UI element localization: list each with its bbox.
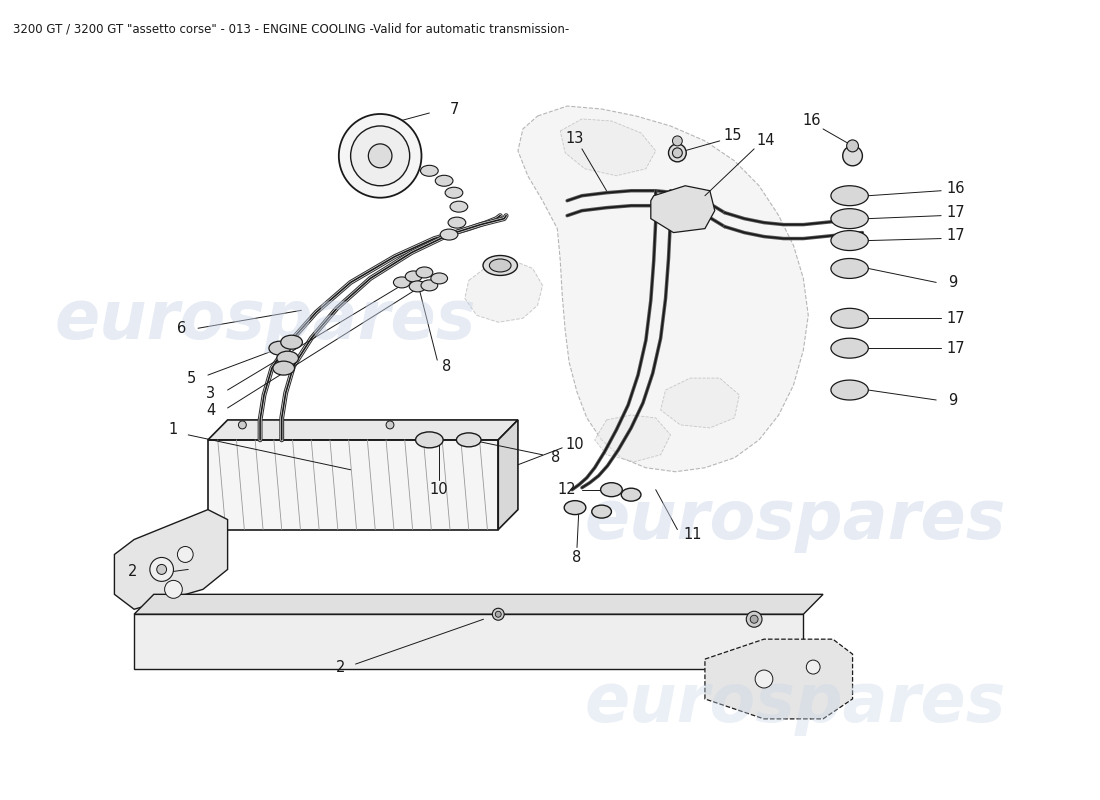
Circle shape [156,565,166,574]
Polygon shape [560,119,656,176]
Circle shape [339,114,421,198]
Text: 2: 2 [337,659,345,674]
Ellipse shape [483,255,517,275]
Circle shape [493,608,504,620]
Ellipse shape [273,361,295,375]
Text: 17: 17 [947,310,965,326]
Text: 12: 12 [558,482,576,497]
Ellipse shape [440,229,458,240]
Polygon shape [208,440,498,530]
Circle shape [368,144,392,168]
Circle shape [746,611,762,627]
Text: 15: 15 [723,129,741,143]
Polygon shape [651,186,715,233]
Ellipse shape [592,505,612,518]
Ellipse shape [490,259,512,272]
Polygon shape [134,614,803,669]
Ellipse shape [409,281,426,292]
Ellipse shape [431,273,448,284]
Ellipse shape [621,488,641,501]
Text: 3: 3 [207,386,216,401]
Circle shape [669,144,686,162]
Ellipse shape [420,166,438,176]
Ellipse shape [277,351,298,365]
Text: 8: 8 [551,450,560,466]
Text: 6: 6 [177,321,186,336]
Text: 10: 10 [430,482,449,497]
Ellipse shape [450,201,468,212]
Text: eurospares: eurospares [585,486,1006,553]
Ellipse shape [830,380,868,400]
Circle shape [750,615,758,623]
Ellipse shape [416,432,443,448]
Text: 10: 10 [565,438,584,452]
Circle shape [672,136,682,146]
Circle shape [672,148,682,158]
Text: 17: 17 [947,228,965,243]
Circle shape [239,421,246,429]
Text: 17: 17 [947,341,965,356]
Text: 8: 8 [442,358,452,374]
Ellipse shape [280,335,302,349]
Text: 7: 7 [449,102,459,117]
Circle shape [351,126,409,186]
Polygon shape [134,594,823,614]
Text: 5: 5 [187,370,196,386]
Text: 17: 17 [947,205,965,220]
Ellipse shape [268,342,290,355]
Text: 8: 8 [572,550,582,565]
Text: 11: 11 [684,527,703,542]
Text: 16: 16 [947,182,965,196]
Polygon shape [208,420,518,440]
Circle shape [847,140,858,152]
Text: 3200 GT / 3200 GT "assetto corse" - 013 - ENGINE COOLING -Valid for automatic tr: 3200 GT / 3200 GT "assetto corse" - 013 … [13,22,570,35]
Circle shape [843,146,862,166]
Ellipse shape [456,433,481,447]
Ellipse shape [830,186,868,206]
Polygon shape [114,510,228,610]
Text: 13: 13 [565,131,584,146]
Text: eurospares: eurospares [54,287,475,354]
Text: 14: 14 [757,134,776,149]
Ellipse shape [830,338,868,358]
Circle shape [386,421,394,429]
Text: 2: 2 [128,564,136,579]
Circle shape [806,660,821,674]
Circle shape [150,558,174,582]
Polygon shape [518,106,808,472]
Ellipse shape [405,271,422,282]
Ellipse shape [830,308,868,328]
Polygon shape [465,261,542,322]
Polygon shape [498,420,518,530]
Ellipse shape [421,280,438,291]
Circle shape [165,580,183,598]
Ellipse shape [601,482,623,497]
Text: eurospares: eurospares [585,670,1006,736]
Circle shape [495,611,502,618]
Ellipse shape [564,501,586,514]
Ellipse shape [448,217,465,228]
Text: 16: 16 [802,114,821,129]
Polygon shape [705,639,852,719]
Text: 9: 9 [948,275,958,290]
Ellipse shape [436,175,453,186]
Text: 4: 4 [206,403,216,418]
Polygon shape [661,378,739,428]
Text: 9: 9 [948,393,958,407]
Circle shape [177,546,194,562]
Ellipse shape [830,230,868,250]
Text: 1: 1 [168,422,178,438]
Ellipse shape [446,187,463,198]
Ellipse shape [394,277,410,288]
Circle shape [755,670,773,688]
Ellipse shape [830,258,868,278]
Polygon shape [595,415,671,462]
Ellipse shape [416,267,432,278]
Ellipse shape [830,209,868,229]
